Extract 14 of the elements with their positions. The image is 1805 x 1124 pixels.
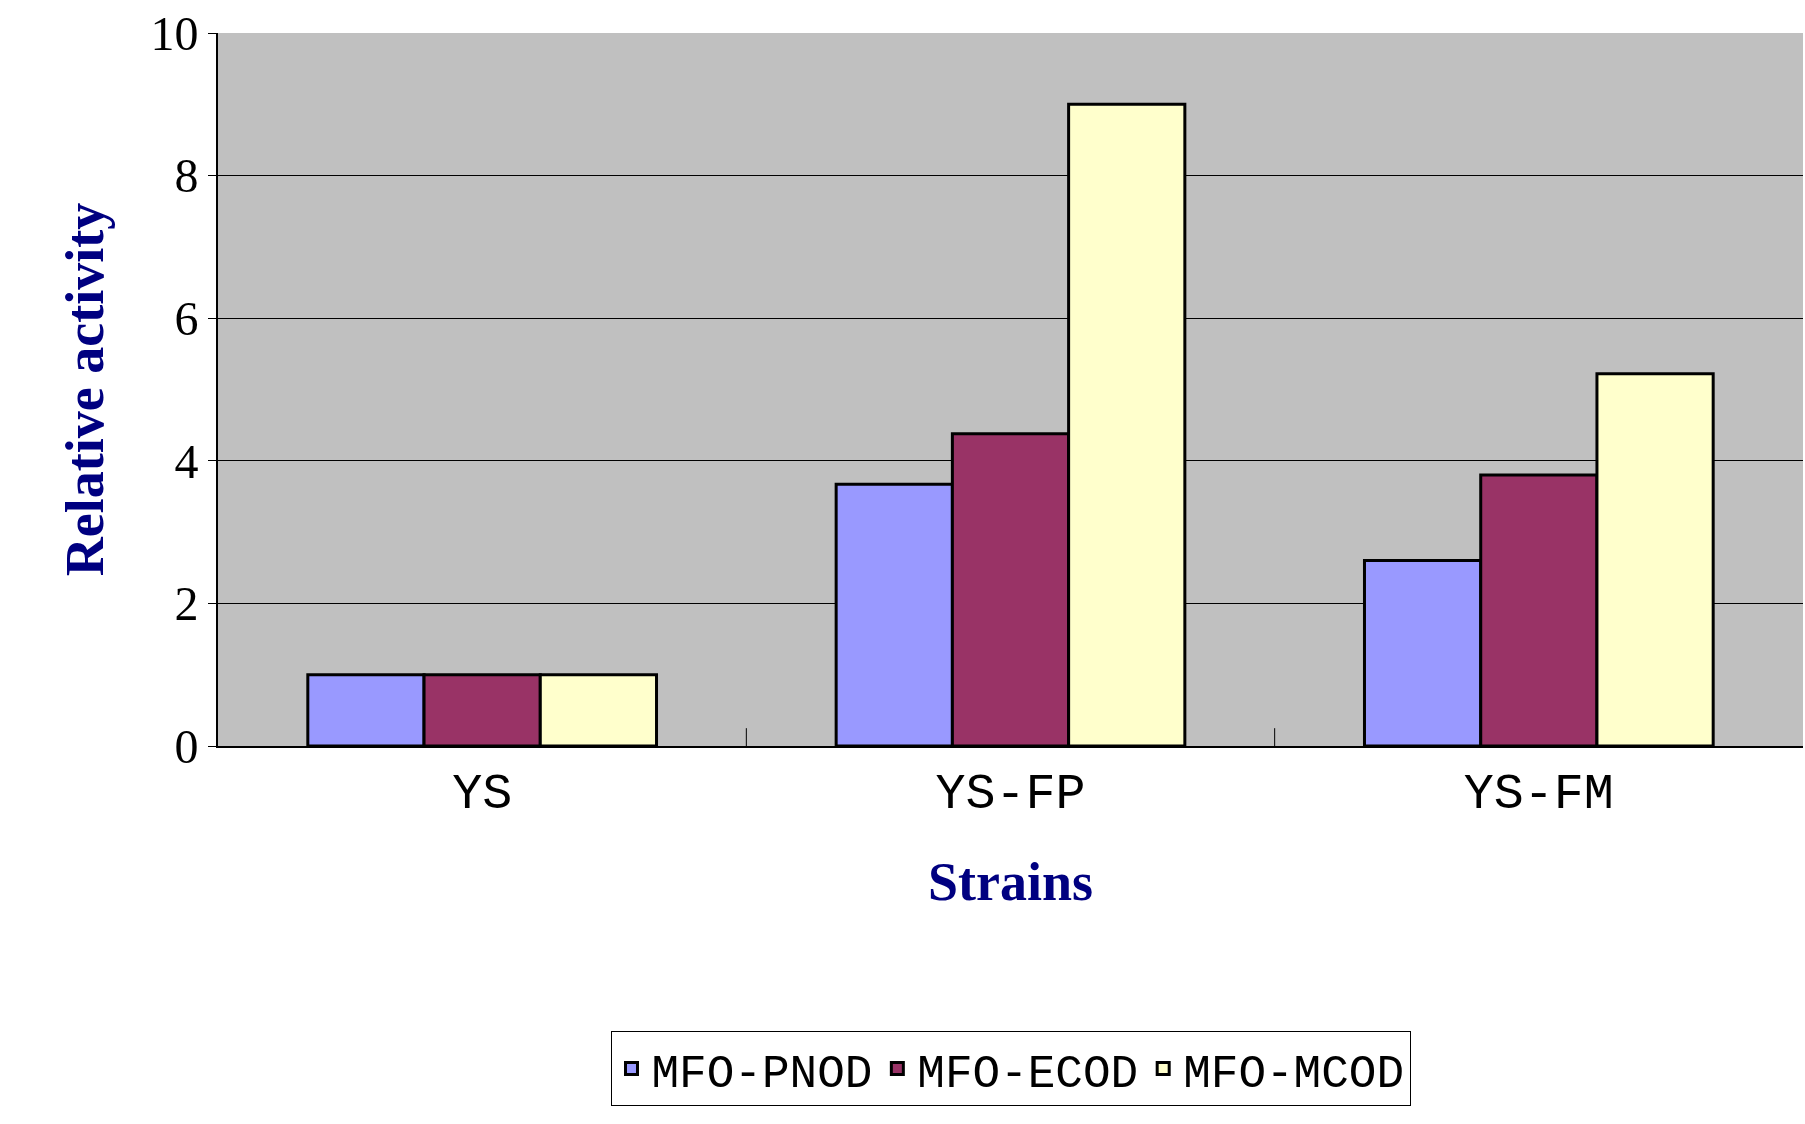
y-tick-label: 0 [174, 719, 199, 773]
legend-label: MFO-ECOD [917, 1048, 1139, 1101]
x-tick-label: YS-FP [935, 766, 1086, 823]
y-tick-label: 10 [150, 6, 199, 60]
x-axis-title: Strains [927, 851, 1094, 912]
y-axis-title: Relative activity [54, 202, 115, 577]
y-tick-label: 6 [174, 292, 199, 345]
legend-label: MFO-PNOD [651, 1048, 873, 1101]
y-tick-label: 8 [174, 149, 199, 203]
x-tick-label: YS [452, 766, 513, 823]
y-tick-label: 2 [174, 577, 199, 631]
legend-label: MFO-MCOD [1183, 1048, 1405, 1101]
x-tick-label: YS-FM [1463, 766, 1614, 823]
y-tick-label: 4 [174, 434, 199, 488]
